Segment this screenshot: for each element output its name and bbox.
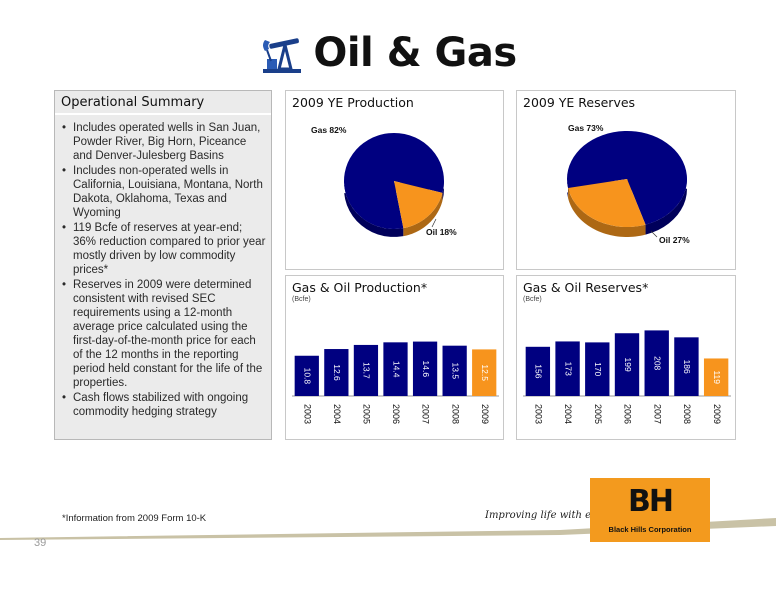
bar-2009 [703, 358, 729, 396]
summary-bullet: Includes operated wells in San Juan, Pow… [62, 121, 267, 163]
bar-2004 [324, 349, 349, 396]
pie-slice-side-oil [568, 187, 646, 237]
pie-label-oil: Oil 27% [659, 235, 690, 245]
pie-leader-line [650, 230, 658, 238]
tagline: Improving life with energy [485, 510, 621, 521]
chart-unit: (Bcfe) [292, 296, 311, 303]
chart-title: Gas & Oil Production* [292, 280, 428, 295]
summary-title: Operational Summary [55, 91, 271, 115]
x-tick-label: 2003 [533, 404, 543, 424]
bar-2007 [412, 341, 438, 396]
production-bar-panel: 10.8 2003 12.6 2004 13.7 2005 14.4 2006 14.6 2007… [285, 275, 504, 440]
bar-2005 [353, 344, 379, 396]
pie-label-gas: Gas 73% [568, 123, 604, 133]
bar-value-label: 12.6 [332, 364, 342, 381]
bar-2003 [294, 355, 319, 396]
bar-2006 [383, 342, 408, 396]
x-tick-label: 2004 [563, 404, 573, 424]
reserves-pie-panel: Gas 73% Oil 27% 2009 YE Reserves [516, 90, 736, 270]
pie-label-oil: Oil 18% [426, 227, 457, 237]
x-tick-label: 2005 [362, 404, 372, 424]
pie-slice-gas [344, 133, 444, 230]
x-tick-label: 2009 [712, 404, 722, 424]
operational-summary-panel: Operational Summary Includes operated we… [54, 90, 272, 440]
bar-value-label: 156 [534, 364, 544, 378]
x-tick-label: 2006 [391, 404, 401, 424]
reserves-bar-chart: 156 2003 173 2004 170 2005 199 2006 208 2007 186 20… [523, 330, 731, 424]
bar-2008 [442, 345, 467, 396]
chart-title: 2009 YE Production [292, 95, 414, 110]
summary-bullet: Cash flows stabilized with ongoing commo… [62, 391, 267, 419]
reserves-bar-panel: 156 2003 173 2004 170 2005 199 2006 208 2007 186 20… [516, 275, 736, 440]
x-tick-label: 2009 [480, 404, 490, 424]
chart-unit: (Bcfe) [523, 296, 542, 303]
x-tick-label: 2004 [332, 404, 342, 424]
bar-value-label: 14.4 [391, 361, 401, 378]
logo-text: Black Hills Corporation [608, 525, 692, 534]
pie-label-gas: Gas 82% [311, 125, 347, 135]
logo-mark: BH [628, 484, 674, 519]
bar-value-label: 199 [623, 358, 633, 372]
bar-2006 [614, 333, 640, 396]
title-area: Oil & Gas [0, 30, 776, 80]
reserves-pie-chart: Gas 73% Oil 27% [567, 123, 690, 245]
bar-2003 [525, 346, 551, 396]
x-tick-label: 2007 [652, 404, 662, 424]
pie-slice-side-oil [403, 192, 443, 237]
bar-2007 [644, 330, 669, 396]
summary-bullet: Reserves in 2009 were determined consist… [62, 278, 267, 390]
chart-title: Gas & Oil Reserves* [523, 280, 649, 295]
bar-2004 [555, 341, 580, 396]
production-pie-panel: Gas 82% Oil 18% 2009 YE Production [285, 90, 504, 270]
page-number: 39 [34, 537, 47, 549]
title-text: Oil & Gas [313, 30, 517, 76]
bar-value-label: 119 [712, 370, 722, 384]
bar-2008 [674, 337, 699, 396]
bar-value-label: 186 [682, 360, 692, 374]
pie-slice-oil [394, 181, 443, 229]
oil-pump-icon [263, 38, 302, 73]
production-pie-chart: Gas 82% Oil 18% [311, 125, 457, 237]
company-logo: BH Black Hills Corporation [590, 478, 710, 542]
bar-2005 [585, 342, 610, 396]
pie-leader-line [431, 218, 437, 228]
x-tick-label: 2007 [421, 404, 431, 424]
pie-slice-side-gas [567, 178, 687, 235]
bar-value-label: 14.6 [421, 361, 431, 378]
bar-value-label: 173 [563, 362, 573, 376]
x-tick-label: 2006 [623, 404, 633, 424]
chart-title: 2009 YE Reserves [523, 95, 636, 110]
summary-bullet: Includes non-operated wells in Californi… [62, 164, 267, 220]
pie-slice-side-gas [344, 180, 444, 237]
x-tick-label: 2003 [302, 404, 312, 424]
summary-list: Includes operated wells in San Juan, Pow… [55, 121, 271, 419]
bar-value-label: 208 [652, 356, 662, 370]
bar-2009 [472, 349, 497, 396]
bar-value-label: 13.7 [362, 362, 372, 379]
footnote: *Information from 2009 Form 10-K [62, 513, 207, 524]
bar-value-label: 13.5 [450, 363, 460, 380]
x-tick-label: 2005 [593, 404, 603, 424]
bar-value-label: 12.5 [480, 364, 490, 381]
x-tick-label: 2008 [682, 404, 692, 424]
x-tick-label: 2008 [450, 404, 460, 424]
page-title: Oil & Gas [259, 30, 517, 76]
bar-value-label: 170 [593, 362, 603, 376]
bar-value-label: 10.8 [303, 368, 313, 385]
production-bar-chart: 10.8 2003 12.6 2004 13.7 2005 14.4 2006 14.6 2007… [292, 341, 499, 424]
pie-slice-gas [567, 131, 687, 225]
summary-bullet: 119 Bcfe of reserves at year-end; 36% re… [62, 221, 267, 277]
pie-slice-oil [568, 179, 646, 227]
